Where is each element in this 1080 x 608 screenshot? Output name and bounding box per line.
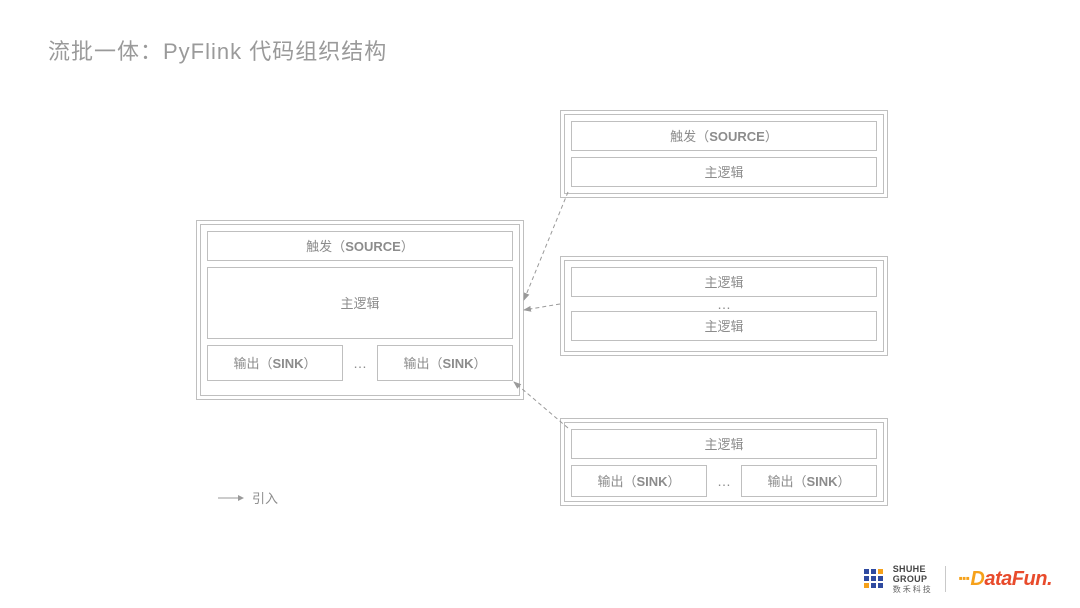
datafun-rest: ataFun [984,568,1047,590]
cell-sink: 输出（SINK） [207,345,343,381]
cell-main-logic: 主逻辑 [571,157,877,187]
page-title: 流批一体：PyFlink 代码组织结构 [48,34,387,66]
label-sink: 输出（SINK） [767,475,850,488]
group-top-inner: 触发（SOURCE） 主逻辑 [564,114,884,194]
label-main-logic: 主逻辑 [340,297,379,310]
cell-source: 触发（SOURCE） [207,231,513,261]
group-mid-right: 主逻辑 … 主逻辑 [560,256,888,356]
group-left-inner: 触发（SOURCE） 主逻辑 输出（SINK） … 输出（SINK） [200,224,520,396]
cell-main-logic: 主逻辑 [571,429,877,459]
sink-row: 输出（SINK） … 输出（SINK） [207,345,513,381]
shuhe-line1: SHUHE [893,564,933,574]
label-source: 触发（SOURCE） [306,240,414,253]
label-main-logic: 主逻辑 [704,320,743,333]
logo-datafun: ∙∙∙DataFun. [958,568,1052,591]
logo-bar: SHUHE GROUP 数禾科技 ∙∙∙DataFun. [861,564,1052,594]
label-main-logic: 主逻辑 [704,276,743,289]
legend: 引入 [218,488,278,507]
group-bottom-right: 主逻辑 输出（SINK） … 输出（SINK） [560,418,888,506]
group-mid-inner: 主逻辑 … 主逻辑 [564,260,884,352]
label-sink: 输出（SINK） [597,475,680,488]
cell-main-logic: 主逻辑 [207,267,513,339]
label-source: 触发（SOURCE） [670,130,778,143]
shuhe-line2: GROUP [893,574,933,584]
cell-main-logic: 主逻辑 [571,267,877,297]
label-sink: 输出（SINK） [233,357,316,370]
datafun-d: D [970,568,984,590]
slide-canvas: 流批一体：PyFlink 代码组织结构 触发（SOURCE） 主逻辑 输出（SI… [0,0,1080,608]
cell-sink: 输出（SINK） [741,465,877,497]
cell-sink: 输出（SINK） [377,345,513,381]
legend-label: 引入 [252,488,278,507]
ellipsis: … [571,297,877,311]
group-bot-inner: 主逻辑 输出（SINK） … 输出（SINK） [564,422,884,502]
cell-main-logic: 主逻辑 [571,311,877,341]
cell-sink: 输出（SINK） [571,465,707,497]
label-main-logic: 主逻辑 [704,438,743,451]
ellipsis: … [713,473,735,489]
shuhe-icon [861,566,887,592]
label-sink: 输出（SINK） [403,357,486,370]
arrow-icon [218,493,244,503]
group-left: 触发（SOURCE） 主逻辑 输出（SINK） … 输出（SINK） [196,220,524,400]
arrows-layer [0,0,1080,608]
shuhe-text: SHUHE GROUP 数禾科技 [893,564,933,594]
cell-source: 触发（SOURCE） [571,121,877,151]
ellipsis: … [349,355,371,371]
label-main-logic: 主逻辑 [704,166,743,179]
datafun-dots-icon: ∙∙∙ [958,568,969,590]
datafun-dot: . [1047,568,1052,590]
logo-shuhe: SHUHE GROUP 数禾科技 [861,564,933,594]
shuhe-cn: 数禾科技 [893,585,933,594]
logo-divider [945,566,946,592]
group-top-right: 触发（SOURCE） 主逻辑 [560,110,888,198]
sink-row: 输出（SINK） … 输出（SINK） [571,465,877,497]
